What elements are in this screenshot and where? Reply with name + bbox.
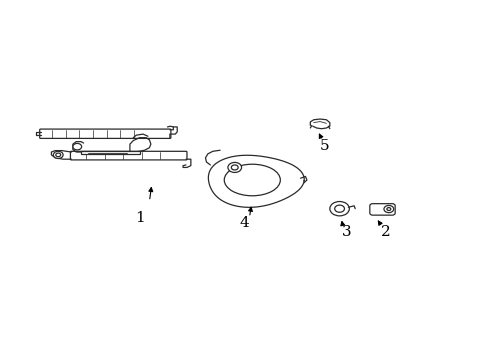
Circle shape <box>383 206 393 213</box>
Bar <box>81 150 140 154</box>
FancyBboxPatch shape <box>40 129 170 138</box>
Circle shape <box>231 165 238 170</box>
Circle shape <box>227 162 241 172</box>
Circle shape <box>56 153 61 157</box>
Circle shape <box>329 202 348 216</box>
Ellipse shape <box>224 164 280 196</box>
Text: 2: 2 <box>380 225 390 239</box>
Circle shape <box>73 143 81 150</box>
Text: 3: 3 <box>342 225 351 239</box>
Text: 1: 1 <box>135 211 144 225</box>
Circle shape <box>386 208 390 211</box>
Circle shape <box>53 151 63 158</box>
Text: 5: 5 <box>320 139 329 153</box>
FancyBboxPatch shape <box>369 204 394 215</box>
Circle shape <box>334 205 344 212</box>
FancyBboxPatch shape <box>70 151 186 160</box>
Text: 4: 4 <box>239 216 249 230</box>
